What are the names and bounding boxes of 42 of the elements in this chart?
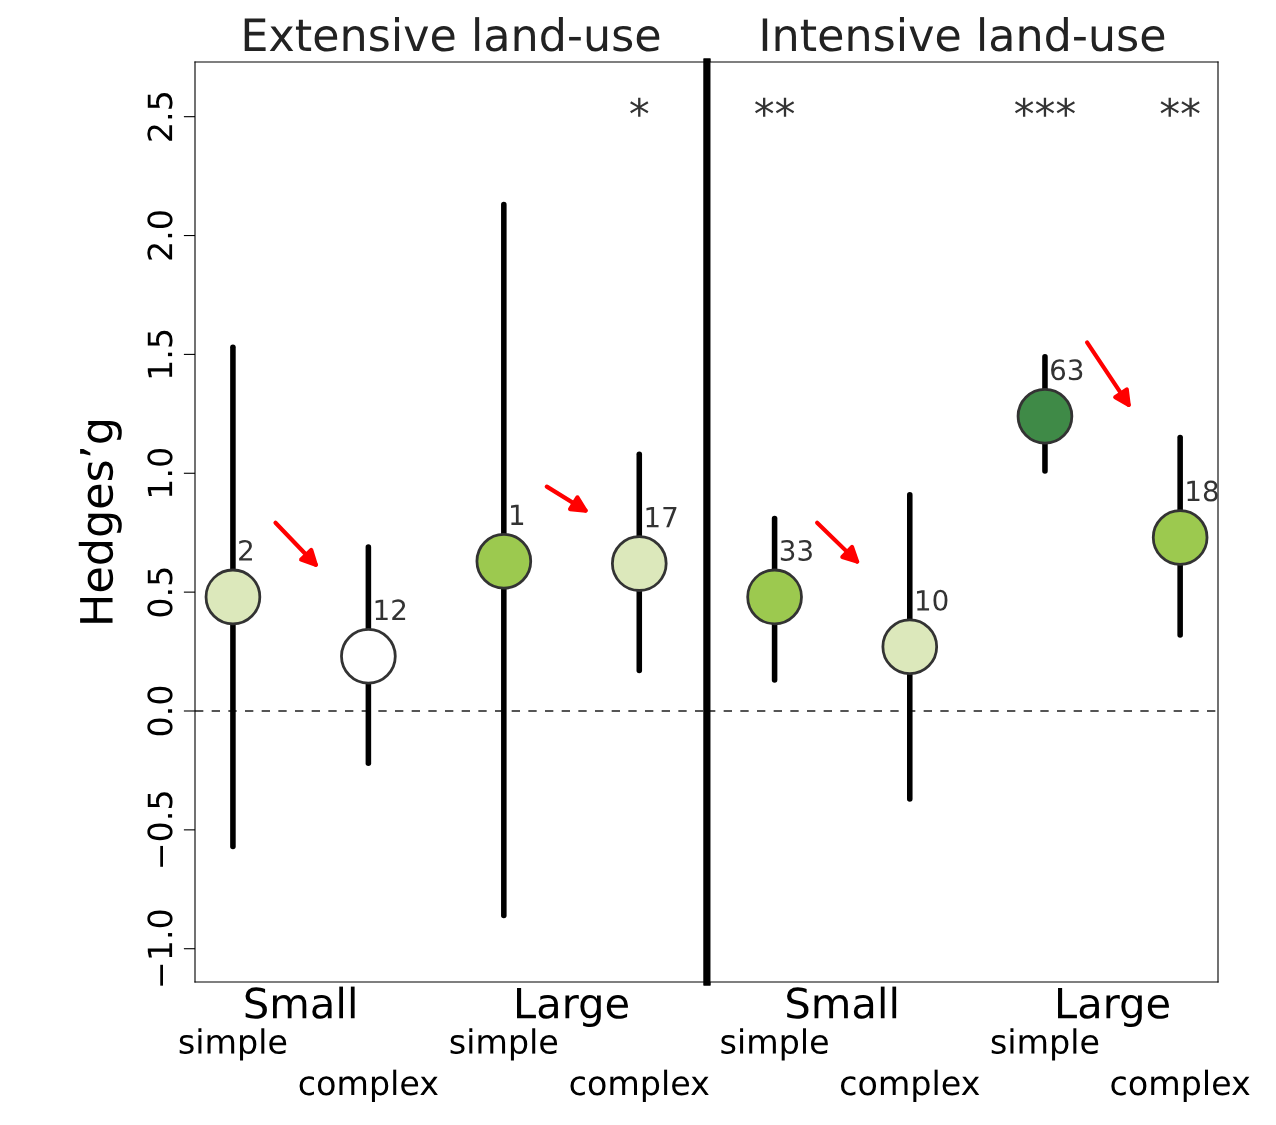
- annotation: **: [1160, 97, 1200, 117]
- chart-title: Extensive land-use: [244, 17, 660, 52]
- y-tick-label: 0.5: [147, 568, 173, 617]
- point: [746, 568, 803, 626]
- y-tick-label: −1.0: [147, 910, 173, 986]
- annotation: **: [755, 97, 795, 117]
- x-tick-label: simple: [991, 1028, 1099, 1061]
- annotation: 12: [375, 599, 406, 620]
- x-tick-label: complex: [299, 1069, 438, 1102]
- x-tick-label: simple: [179, 1028, 287, 1061]
- y-tick-label: −0.5: [147, 792, 173, 867]
- text: Large: [1058, 987, 1169, 1027]
- text: Small: [245, 986, 355, 1019]
- y-tick-label: 2.0: [147, 211, 173, 260]
- x-tick-label: complex: [1111, 1069, 1250, 1102]
- x-tick-label: complex: [570, 1069, 709, 1102]
- x-tick-label: simple: [721, 1028, 828, 1061]
- text: Large: [517, 987, 628, 1027]
- point: [881, 618, 939, 676]
- annotation: 63: [1051, 359, 1083, 381]
- point: [610, 535, 668, 592]
- annotation: 17: [646, 507, 677, 528]
- annotation: 1: [511, 504, 524, 525]
- x-tick-label: complex: [840, 1069, 980, 1102]
- point: [340, 628, 397, 685]
- y-tick-label: 1.0: [147, 448, 173, 497]
- x-tick-label: simple: [450, 1028, 558, 1061]
- annotation: *: [630, 97, 649, 117]
- text: Small: [787, 986, 897, 1019]
- y-tick-label: 2.5: [147, 93, 173, 141]
- y-tick-label: 1.5: [147, 330, 173, 378]
- chart-title: Intensive land-use: [762, 17, 1165, 52]
- point: [1151, 509, 1209, 566]
- annotation: 33: [780, 539, 812, 561]
- point: [204, 568, 262, 626]
- y-tick-label: 0.0: [147, 686, 173, 736]
- annotation: ***: [1014, 97, 1075, 117]
- point: [475, 532, 533, 590]
- point: [1016, 387, 1074, 445]
- annotation: 10: [917, 589, 948, 611]
- annotation: 2: [239, 539, 252, 561]
- y-axis-title: Hedges’g: [78, 421, 122, 623]
